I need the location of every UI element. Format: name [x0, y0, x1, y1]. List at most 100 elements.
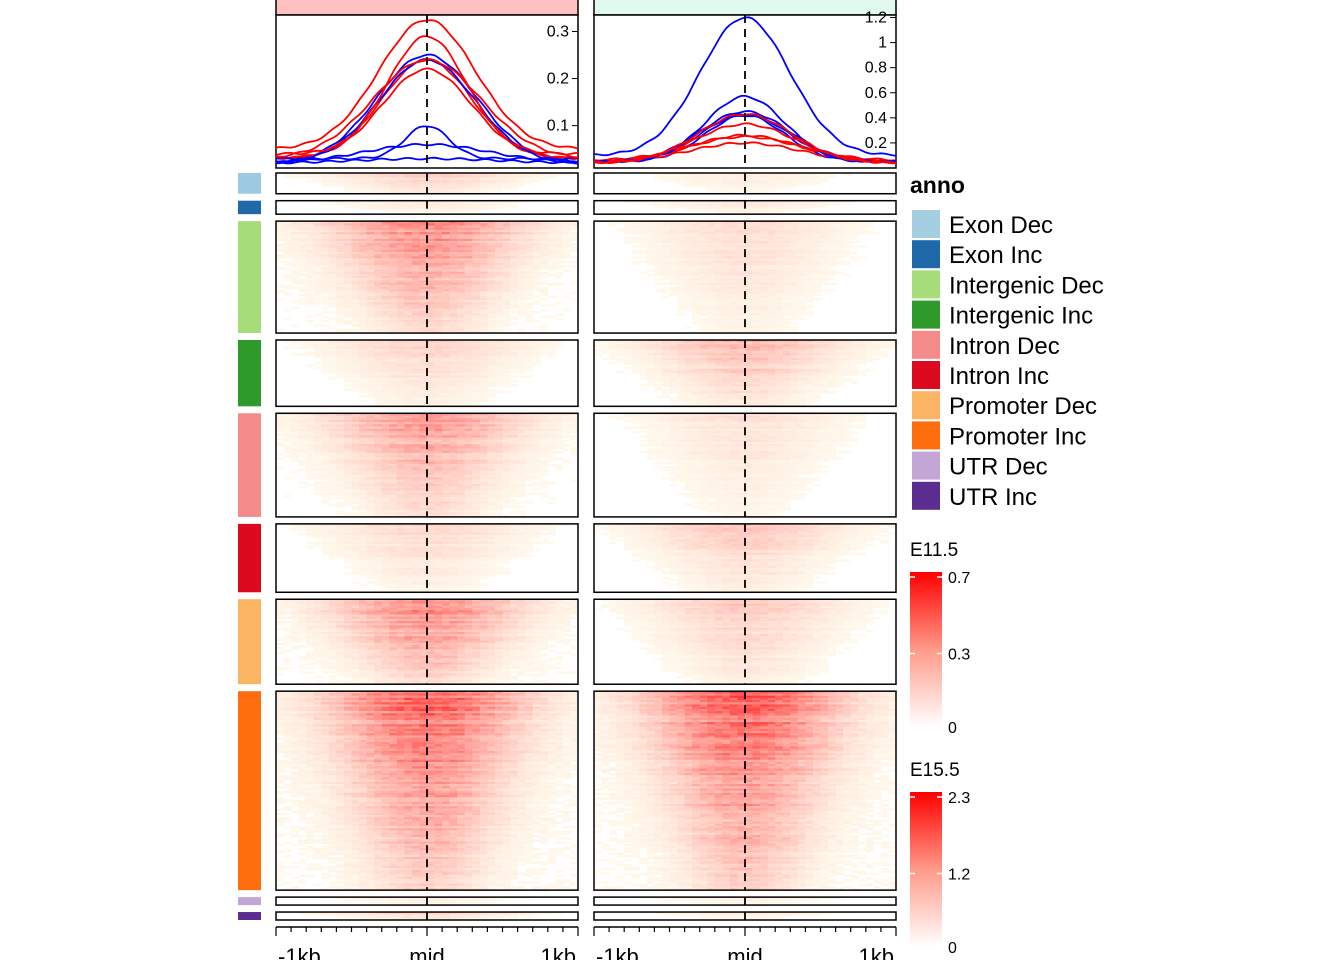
heatmap-cell	[434, 175, 443, 178]
heatmap-cell	[381, 330, 390, 334]
heatmap-cell	[298, 232, 307, 235]
heatmap-cell	[555, 441, 564, 445]
heatmap-cell	[291, 275, 300, 279]
heatmap-cell	[517, 297, 526, 301]
heatmap-cell	[502, 548, 511, 551]
heatmap-cell	[517, 475, 526, 478]
heatmap-cell	[291, 175, 300, 178]
heatmap-cell	[525, 459, 534, 463]
heatmap-cell	[389, 177, 398, 181]
heatmap-cell	[283, 450, 292, 454]
heatmap-cell	[404, 373, 413, 376]
heatmap-cell	[328, 430, 337, 434]
heatmap-cell	[336, 319, 345, 323]
heatmap-cell	[306, 234, 315, 237]
heatmap-cell	[321, 236, 330, 239]
heatmap-cell	[328, 300, 337, 303]
heatmap-cell	[396, 249, 405, 253]
heatmap-cell	[328, 526, 337, 529]
heatmap-cell	[396, 384, 405, 387]
heatmap-cell	[381, 426, 390, 430]
heatmap-cell	[374, 225, 383, 229]
heatmap-cell	[427, 514, 435, 518]
heatmap-cell	[328, 278, 337, 281]
heatmap-cell	[540, 221, 549, 224]
heatmap-cell	[449, 344, 458, 347]
heatmap-cell	[487, 477, 496, 480]
heatmap-cell	[472, 556, 481, 560]
heatmap-cell	[532, 417, 541, 421]
heatmap-cell	[547, 450, 556, 454]
heatmap-cell	[359, 351, 367, 354]
heatmap-cell	[389, 368, 398, 372]
heatmap-cell	[449, 254, 458, 257]
heatmap-cell	[359, 470, 367, 474]
heatmap-cell	[502, 439, 511, 443]
heatmap-cell	[510, 295, 518, 299]
heatmap-cell	[381, 319, 390, 323]
heatmap-cell	[449, 532, 458, 536]
heatmap-cell	[389, 256, 398, 259]
heatmap-cell	[381, 526, 390, 529]
heatmap-cell	[419, 342, 428, 345]
heatmap-cell	[359, 379, 367, 383]
heatmap-cell	[321, 452, 330, 456]
heatmap-cell	[570, 297, 579, 301]
heatmap-cell	[547, 234, 556, 237]
heatmap-cell	[351, 497, 360, 500]
heatmap-cell	[525, 315, 534, 318]
heatmap-cell	[404, 390, 413, 394]
heatmap-cell	[381, 340, 390, 343]
heatmap-cell	[276, 267, 284, 270]
heatmap-cell	[487, 375, 496, 378]
heatmap-cell	[562, 444, 571, 447]
heatmap-cell	[525, 243, 534, 246]
heatmap-cell	[404, 426, 413, 430]
heatmap-cell	[411, 388, 420, 392]
heatmap-cell	[464, 232, 473, 235]
heatmap-cell	[404, 234, 413, 237]
heatmap-cell	[343, 205, 352, 208]
heatmap-cell	[291, 441, 300, 445]
heatmap-cell	[532, 532, 541, 536]
heatmap-cell	[510, 340, 518, 343]
heatmap-cell	[306, 413, 315, 416]
heatmap-cell	[381, 448, 390, 452]
heatmap-cell	[359, 328, 367, 332]
heatmap-cell	[555, 254, 564, 257]
heatmap-cell	[532, 302, 541, 305]
heatmap-cell	[366, 466, 375, 469]
heatmap-cell	[389, 379, 398, 383]
heatmap-cell	[404, 492, 413, 496]
heatmap-cell	[434, 483, 443, 487]
heatmap-cell	[374, 295, 383, 299]
heatmap-cell	[291, 286, 300, 290]
heatmap-cell	[427, 503, 435, 507]
heatmap-cell	[547, 282, 556, 286]
heatmap-cell	[419, 377, 428, 381]
heatmap-cell	[532, 526, 541, 529]
heatmap-cell	[547, 528, 556, 531]
heatmap-cell	[411, 251, 420, 255]
heatmap-cell	[494, 315, 503, 318]
heatmap-cell	[442, 340, 451, 343]
heatmap-cell	[502, 413, 511, 416]
heatmap-cell	[313, 543, 322, 547]
heatmap-cell	[487, 395, 496, 398]
heatmap-cell	[449, 324, 458, 327]
heatmap-cell	[457, 243, 466, 246]
heatmap-cell	[366, 468, 375, 471]
heatmap-cell	[494, 468, 503, 471]
heatmap-cell	[472, 450, 481, 454]
heatmap-cell	[487, 390, 496, 394]
heatmap-cell	[306, 523, 315, 527]
heatmap-cell	[336, 297, 345, 301]
heatmap-cell	[313, 362, 322, 365]
heatmap-cell	[298, 448, 307, 452]
heatmap-cell	[404, 488, 413, 491]
heatmap-cell	[389, 397, 398, 400]
heatmap-cell	[434, 543, 443, 547]
heatmap-cell	[434, 545, 443, 549]
heatmap-block	[275, 523, 579, 594]
